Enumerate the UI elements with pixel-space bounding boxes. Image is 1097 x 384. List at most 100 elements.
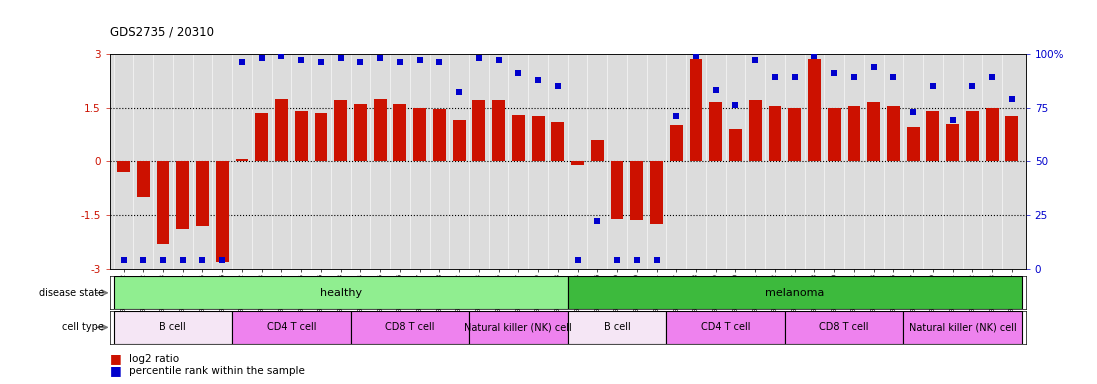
Bar <box>568 276 1021 309</box>
Point <box>174 257 192 263</box>
Point <box>706 87 724 93</box>
Point <box>647 257 665 263</box>
Point <box>135 257 152 263</box>
Bar <box>730 129 742 161</box>
Text: ■: ■ <box>110 353 122 366</box>
Point <box>627 257 645 263</box>
Bar <box>789 108 801 161</box>
Bar <box>117 161 129 172</box>
Bar <box>710 102 722 161</box>
Point <box>451 89 468 96</box>
Bar <box>275 99 287 161</box>
Point <box>805 53 823 59</box>
Point <box>155 257 172 263</box>
Point <box>588 218 606 225</box>
Bar <box>903 311 1021 344</box>
Bar <box>631 161 643 220</box>
Bar <box>177 161 189 229</box>
Point <box>352 59 370 65</box>
Bar <box>591 140 603 161</box>
Bar <box>114 276 568 309</box>
Bar <box>295 111 307 161</box>
Point <box>943 118 961 124</box>
Point <box>392 59 409 65</box>
Bar <box>611 161 623 218</box>
Point <box>963 83 981 89</box>
Bar <box>453 120 465 161</box>
Bar <box>114 311 233 344</box>
Bar <box>512 115 524 161</box>
Bar <box>157 161 169 244</box>
Bar <box>414 108 426 161</box>
Bar <box>196 161 208 226</box>
Bar <box>947 124 959 161</box>
Bar <box>1006 116 1018 161</box>
Point <box>904 109 921 115</box>
Bar <box>568 311 666 344</box>
Text: log2 ratio: log2 ratio <box>129 354 180 364</box>
Bar <box>433 109 445 161</box>
Bar <box>966 111 979 161</box>
Point <box>332 55 350 61</box>
Bar <box>848 106 860 161</box>
Text: Natural killer (NK) cell: Natural killer (NK) cell <box>464 322 573 333</box>
Bar <box>749 100 761 161</box>
Bar <box>351 311 470 344</box>
Bar <box>394 104 406 161</box>
Point <box>726 102 744 108</box>
Point <box>667 113 685 119</box>
Point <box>983 74 1000 81</box>
Bar <box>354 104 366 161</box>
Text: healthy: healthy <box>319 288 362 298</box>
Bar <box>666 311 784 344</box>
Point <box>273 53 291 59</box>
Point <box>313 59 330 65</box>
Point <box>1003 96 1020 102</box>
Bar <box>986 108 998 161</box>
Point <box>490 57 508 63</box>
Text: disease state: disease state <box>39 288 104 298</box>
Point <box>608 257 625 263</box>
Point <box>766 74 783 81</box>
Point <box>510 70 528 76</box>
Bar <box>473 100 485 161</box>
Bar <box>784 311 903 344</box>
Bar <box>651 161 663 224</box>
Point <box>884 74 902 81</box>
Bar <box>572 161 584 165</box>
Point <box>471 55 488 61</box>
Text: B cell: B cell <box>159 322 186 333</box>
Bar <box>552 122 564 161</box>
Point <box>431 59 449 65</box>
Text: Natural killer (NK) cell: Natural killer (NK) cell <box>908 322 1017 333</box>
Text: melanoma: melanoma <box>765 288 825 298</box>
Point <box>864 64 882 70</box>
Text: GDS2735 / 20310: GDS2735 / 20310 <box>110 25 214 38</box>
Text: cell type: cell type <box>63 322 104 333</box>
Bar <box>236 159 248 161</box>
Text: percentile rank within the sample: percentile rank within the sample <box>129 366 305 376</box>
Point <box>411 57 429 63</box>
Point <box>234 59 251 65</box>
Point <box>550 83 567 89</box>
Point <box>194 257 212 263</box>
Bar <box>470 311 568 344</box>
Text: CD4 T cell: CD4 T cell <box>701 322 750 333</box>
Bar <box>927 111 939 161</box>
Bar <box>374 99 386 161</box>
Point <box>530 76 547 83</box>
Bar <box>493 100 505 161</box>
Point <box>825 70 842 76</box>
Point <box>568 257 586 263</box>
Bar <box>335 100 347 161</box>
Text: B cell: B cell <box>603 322 631 333</box>
Bar <box>887 106 900 161</box>
Point <box>845 74 862 81</box>
Point <box>115 257 133 263</box>
Bar <box>233 311 351 344</box>
Text: ■: ■ <box>110 364 122 377</box>
Bar <box>690 59 702 161</box>
Bar <box>256 113 268 161</box>
Bar <box>769 106 781 161</box>
Point <box>253 55 271 61</box>
